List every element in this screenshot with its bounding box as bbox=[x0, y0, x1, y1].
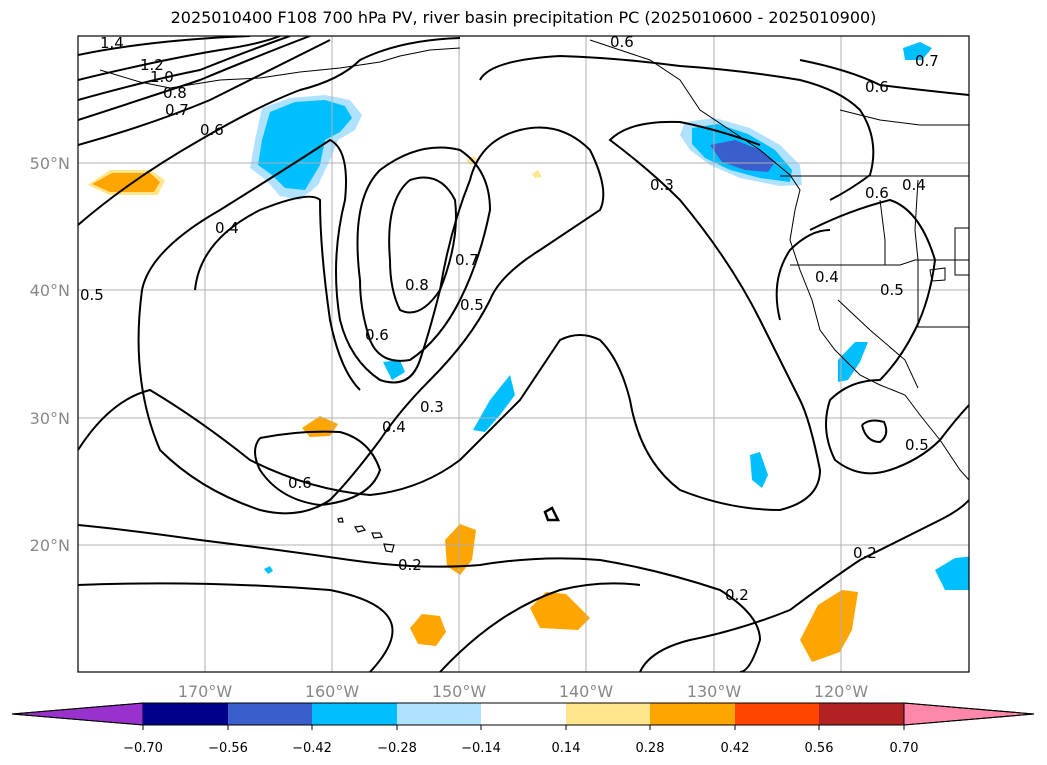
contour-label: 0.3 bbox=[650, 176, 674, 194]
contour-label: 1.0 bbox=[150, 68, 174, 86]
lat-axis-labels: 20°N 30°N 40°N 50°N bbox=[30, 154, 70, 555]
lon-label: 130°W bbox=[687, 682, 742, 701]
contour-label: 0.5 bbox=[80, 286, 104, 304]
shade-blue-california bbox=[838, 342, 868, 382]
contour-label: 0.6 bbox=[865, 184, 889, 202]
lon-label: 120°W bbox=[814, 682, 869, 701]
contour-label: 0.7 bbox=[165, 101, 189, 119]
lon-label: 150°W bbox=[432, 682, 487, 701]
lon-label: 140°W bbox=[559, 682, 614, 701]
colorbar-bin bbox=[566, 703, 650, 725]
map-title: 2025010400 F108 700 hPa PV, river basin … bbox=[170, 8, 877, 27]
shade-blue-gulf-alaska-core bbox=[258, 100, 352, 190]
shade-orange-4 bbox=[530, 592, 590, 630]
contour-label: 0.4 bbox=[902, 176, 926, 194]
contour-label: 0.5 bbox=[460, 296, 484, 314]
colorbar-tick-label: 0.56 bbox=[805, 741, 834, 756]
contour-label: 0.6 bbox=[288, 474, 312, 492]
colorbar-tick-label: −0.56 bbox=[208, 741, 248, 756]
contour-label: 0.8 bbox=[163, 84, 187, 102]
contour-label: 0.4 bbox=[382, 418, 406, 436]
colorbar-tick-label: −0.70 bbox=[123, 741, 163, 756]
colorbar: −0.70 −0.56 −0.42 −0.28 −0.14 0.14 0.28 … bbox=[11, 702, 1035, 756]
contour-label: 0.7 bbox=[455, 251, 479, 269]
shade-orange-3 bbox=[410, 614, 446, 646]
plot-area bbox=[78, 36, 969, 672]
gridlines bbox=[78, 36, 969, 672]
pv-contours bbox=[78, 36, 969, 672]
colorbar-bin bbox=[819, 703, 904, 725]
colorbar-bin bbox=[650, 703, 735, 725]
colorbar-bin bbox=[312, 703, 397, 725]
lat-label: 50°N bbox=[30, 154, 70, 173]
contour-labels: 1.4 1.2 1.0 0.8 0.7 0.6 0.4 0.5 0.6 0.8 … bbox=[80, 33, 939, 604]
lat-label: 40°N bbox=[30, 281, 70, 300]
colorbar-bin bbox=[397, 703, 481, 725]
contour-label: 0.6 bbox=[610, 33, 634, 51]
colorbar-extend-min bbox=[11, 702, 144, 726]
colorbar-tick-label: −0.28 bbox=[377, 741, 417, 756]
colorbar-bin bbox=[228, 703, 312, 725]
hawaii-islands bbox=[337, 506, 561, 553]
lon-label: 160°W bbox=[305, 682, 360, 701]
shade-orange-5 bbox=[800, 590, 858, 662]
colorbar-tick-label: 0.70 bbox=[890, 741, 919, 756]
shade-blue-small bbox=[264, 566, 273, 574]
precip-shading bbox=[88, 42, 969, 662]
lat-label: 20°N bbox=[30, 536, 70, 555]
colorbar-bin bbox=[481, 703, 566, 725]
shade-darkblue-bc bbox=[710, 140, 775, 172]
shade-orange-2 bbox=[445, 524, 476, 575]
contour-label: 0.8 bbox=[405, 276, 429, 294]
colorbar-bin bbox=[143, 703, 228, 725]
coastlines bbox=[99, 39, 969, 481]
shade-blue-mid-2 bbox=[383, 360, 405, 380]
contour-label: 0.5 bbox=[880, 281, 904, 299]
colorbar-ticks bbox=[142, 725, 905, 730]
contour-label: 0.7 bbox=[915, 52, 939, 70]
contour-label: 1.4 bbox=[100, 34, 124, 52]
contour-label: 0.4 bbox=[215, 219, 239, 237]
contour-label: 0.2 bbox=[725, 586, 749, 604]
colorbar-bin bbox=[735, 703, 819, 725]
colorbar-tick-label: 0.14 bbox=[552, 741, 581, 756]
colorbar-tick-label: 0.28 bbox=[636, 741, 665, 756]
shade-blue-mid-3 bbox=[750, 452, 768, 488]
contour-label: 1.2 bbox=[140, 56, 164, 74]
lat-label: 30°N bbox=[30, 409, 70, 428]
shade-yellow-tiny-2 bbox=[532, 170, 542, 178]
shade-blue-se-edge bbox=[935, 556, 969, 590]
contour-label: 0.5 bbox=[905, 436, 929, 454]
plot-frame bbox=[77, 35, 970, 673]
colorbar-extend-max bbox=[903, 702, 1035, 726]
contour-label: 0.2 bbox=[853, 544, 877, 562]
contour-label: 0.3 bbox=[420, 398, 444, 416]
contour-label: 0.2 bbox=[398, 556, 422, 574]
colorbar-tick-label: −0.42 bbox=[292, 741, 332, 756]
colorbar-tick-label: −0.14 bbox=[461, 741, 501, 756]
lon-axis-labels: 170°W 160°W 150°W 140°W 130°W 120°W bbox=[178, 682, 869, 701]
contour-label: 0.6 bbox=[200, 121, 224, 139]
contour-label: 0.6 bbox=[865, 78, 889, 96]
shade-orange-w-core bbox=[92, 173, 160, 192]
colorbar-tick-label: 0.42 bbox=[721, 741, 750, 756]
lon-label: 170°W bbox=[178, 682, 233, 701]
contour-label: 0.4 bbox=[815, 268, 839, 286]
shade-blue-ne-corner bbox=[903, 42, 932, 60]
contour-label: 0.6 bbox=[365, 326, 389, 344]
